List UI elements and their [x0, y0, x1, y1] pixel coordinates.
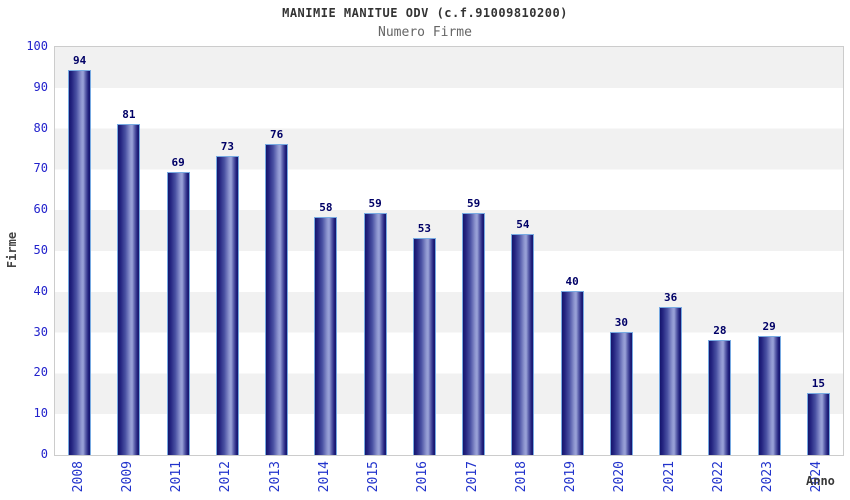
x-tick-label: 2016 [415, 461, 431, 493]
bar [166, 172, 190, 455]
plot-area: 94 81 69 73 76 58 59 53 59 54 40 30 36 28 29 15 [54, 46, 844, 456]
x-tick-label: 2021 [661, 461, 677, 493]
bar [560, 290, 584, 455]
x-tick-label: 2019 [563, 461, 579, 493]
y-tick-label: 30 [33, 324, 48, 339]
y-tick-label: 50 [33, 243, 48, 257]
x-tick-label: 2014 [316, 461, 332, 493]
x-axis-title: Anno [806, 474, 835, 488]
bar [511, 233, 535, 455]
x-tick-label: 2008 [70, 461, 86, 493]
bar-value-label: 94 [73, 54, 87, 68]
bar-value-label: 54 [516, 217, 530, 231]
x-tick-label: 2009 [119, 461, 135, 493]
bar [363, 213, 387, 455]
bar [117, 123, 141, 455]
bar-value-label: 36 [664, 291, 678, 305]
bar-value-label: 73 [220, 140, 234, 154]
bar [806, 392, 830, 455]
bar-value-label: 59 [467, 197, 481, 211]
chart-title: MANIMIE MANITUE ODV (c.f.91009810200) [282, 6, 568, 20]
bar-value-label: 30 [614, 315, 628, 329]
y-tick-label: 90 [33, 79, 48, 94]
bar [215, 156, 239, 455]
y-tick-label: 0 [40, 447, 48, 461]
x-tick-label: 2022 [710, 461, 726, 493]
y-tick-label: 10 [33, 406, 48, 421]
y-tick-label: 80 [33, 120, 48, 135]
bar [757, 335, 781, 455]
x-tick-label: 2020 [612, 461, 628, 493]
x-axis-tick-labels: 2008 2009 2011 2012 2013 2014 2015 2016 2017 2018… [54, 458, 842, 500]
bar [609, 331, 633, 455]
x-tick-label: 2013 [267, 461, 283, 493]
y-tick-label: 70 [33, 161, 48, 176]
bar-value-label: 58 [319, 201, 333, 215]
bar-value-label: 76 [270, 127, 284, 141]
bar-value-label: 40 [565, 274, 579, 288]
y-tick-label: 20 [33, 365, 48, 380]
x-tick-label: 2012 [218, 461, 234, 493]
x-tick-label: 2015 [366, 461, 382, 493]
bar [68, 70, 92, 455]
bar [265, 143, 289, 455]
bar [412, 237, 436, 455]
x-tick-label: 2018 [513, 461, 529, 493]
y-axis-title: Firme [5, 231, 19, 269]
bar-value-label: 15 [811, 376, 825, 390]
x-tick-label: 2011 [169, 461, 185, 493]
bar [314, 217, 338, 455]
y-tick-label: 60 [33, 202, 48, 217]
bar-value-label: 53 [417, 221, 431, 235]
bar [708, 339, 732, 455]
bar [462, 213, 486, 455]
bar-value-label: 59 [368, 197, 382, 211]
y-tick-label: 40 [33, 283, 48, 298]
x-tick-label: 2017 [464, 461, 480, 493]
bar-value-label: 29 [762, 319, 776, 333]
x-tick-label: 2023 [760, 461, 776, 493]
chart-subtitle: Numero Firme [378, 25, 472, 40]
bar-value-label: 81 [122, 107, 136, 121]
y-axis-tick-labels: 0 10 20 30 40 50 60 70 80 90 100 [0, 39, 48, 461]
y-tick-label: 100 [26, 39, 48, 53]
bar [659, 307, 683, 455]
bar-value-label: 69 [171, 156, 185, 170]
bar-value-label: 28 [713, 323, 727, 337]
